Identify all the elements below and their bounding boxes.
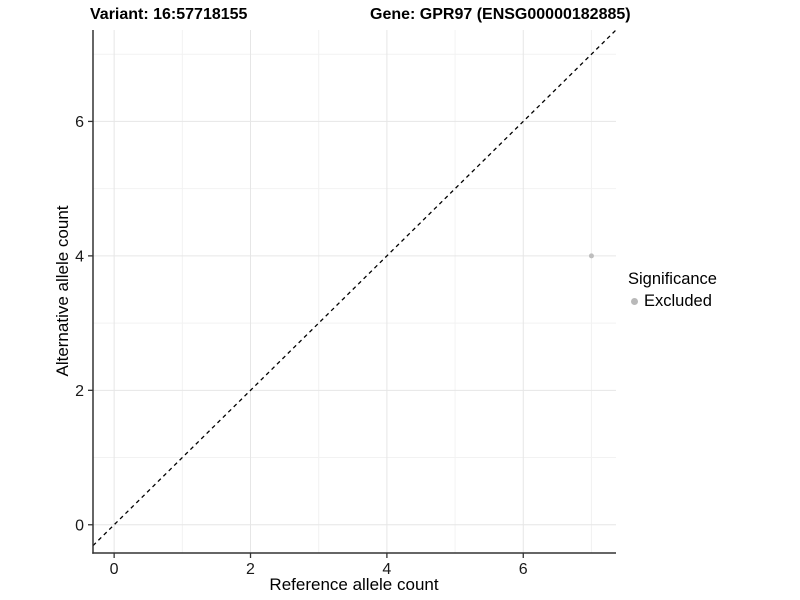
- y-tick-label: 6: [75, 114, 84, 131]
- plot-title-gene: Gene: GPR97 (ENSG00000182885): [370, 6, 631, 23]
- x-tick-label: 2: [246, 561, 255, 578]
- y-tick-label: 4: [75, 248, 84, 265]
- legend-point-icon: [631, 298, 638, 305]
- x-tick-label: 6: [519, 561, 528, 578]
- legend-item-excluded: Excluded: [628, 292, 717, 311]
- legend: Significance Excluded: [628, 270, 717, 311]
- x-tick-label: 0: [110, 561, 119, 578]
- x-tick-label: 4: [382, 561, 391, 578]
- identity-line: [92, 29, 617, 547]
- y-tick-label: 2: [75, 383, 84, 400]
- y-tick-label: 0: [75, 517, 84, 534]
- data-point: [588, 253, 594, 259]
- plot-title-variant: Variant: 16:57718155: [90, 6, 248, 23]
- legend-title: Significance: [628, 270, 717, 288]
- legend-item-label: Excluded: [644, 292, 712, 310]
- x-axis-title: Reference allele count: [269, 575, 439, 594]
- y-axis-title: Alternative allele count: [53, 205, 72, 377]
